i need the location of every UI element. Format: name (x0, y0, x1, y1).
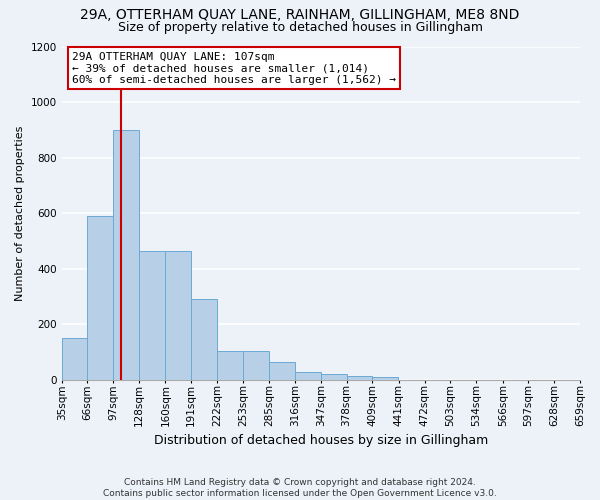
Bar (269, 362, 295, 380)
Bar (88, 216, 113, 380)
Bar (373, 376, 398, 380)
Y-axis label: Number of detached properties: Number of detached properties (15, 126, 25, 301)
Bar (191, 300, 217, 380)
Text: 29A OTTERHAM QUAY LANE: 107sqm
← 39% of detached houses are smaller (1,014)
60% : 29A OTTERHAM QUAY LANE: 107sqm ← 39% of … (72, 52, 396, 84)
Text: Size of property relative to detached houses in Gillingham: Size of property relative to detached ho… (118, 22, 482, 35)
Bar (166, 250, 191, 380)
Text: Contains HM Land Registry data © Crown copyright and database right 2024.
Contai: Contains HM Land Registry data © Crown c… (103, 478, 497, 498)
Bar (217, 350, 243, 380)
Bar (113, 130, 139, 380)
Bar (321, 374, 347, 380)
X-axis label: Distribution of detached houses by size in Gillingham: Distribution of detached houses by size … (154, 434, 488, 448)
Bar (139, 250, 164, 380)
Bar (62, 338, 88, 380)
Bar (347, 376, 373, 380)
Bar (243, 350, 269, 380)
Text: 29A, OTTERHAM QUAY LANE, RAINHAM, GILLINGHAM, ME8 8ND: 29A, OTTERHAM QUAY LANE, RAINHAM, GILLIN… (80, 8, 520, 22)
Bar (295, 372, 321, 380)
